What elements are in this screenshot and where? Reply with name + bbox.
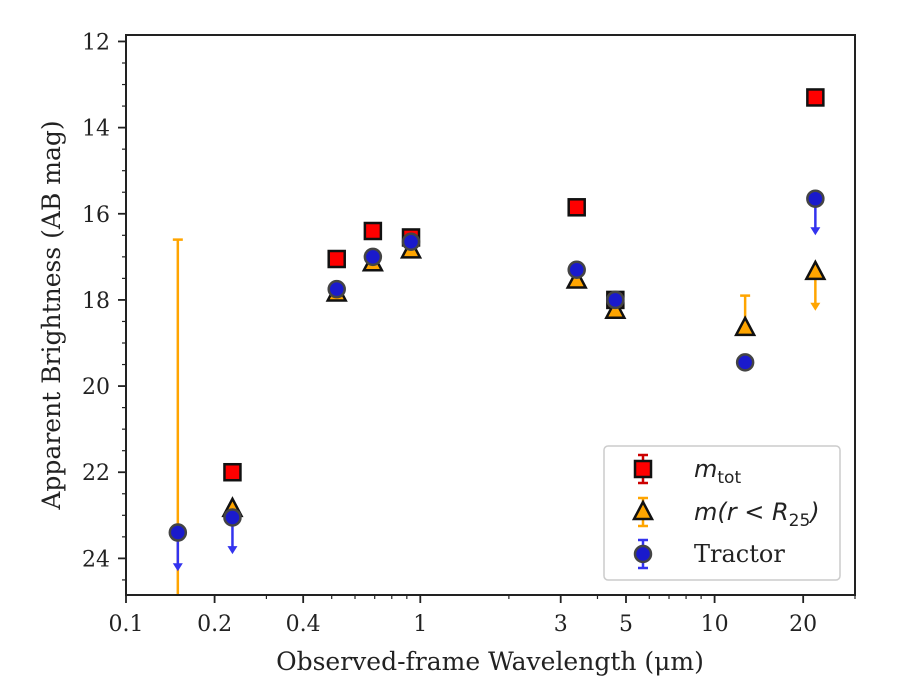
legend-square-marker: [633, 459, 653, 479]
y-tick-label: 14: [82, 117, 110, 142]
square-marker: [567, 198, 586, 217]
circle-marker: [363, 247, 383, 267]
x-tick-label: 10: [701, 612, 729, 637]
axis-ticks: 0.1 0.2 0.4 1 3 5 10 20 12 14 16 18 20 22 24: [82, 30, 856, 637]
legend-triangle-marker: [631, 499, 655, 521]
upper-limit-arrow: [172, 563, 183, 572]
x-axis-label: Observed-frame Wavelength (μm): [276, 647, 704, 676]
data-marks: [168, 88, 827, 595]
upper-limit-arrow: [227, 546, 238, 555]
circle-marker: [606, 290, 625, 310]
circle-marker: [735, 353, 755, 372]
circle-marker: [327, 279, 346, 299]
y-tick-label: 22: [82, 461, 110, 486]
x-tick-label: 5: [619, 612, 633, 637]
circle-marker: [567, 260, 586, 280]
y-tick-label: 18: [82, 289, 110, 314]
triangle-marker: [804, 259, 827, 281]
square-marker: [806, 88, 825, 107]
x-tick-label: 0.1: [109, 612, 144, 637]
upper-limit-arrow: [810, 302, 821, 311]
x-tick-label: 3: [554, 612, 568, 637]
x-tick-label: 20: [789, 612, 817, 637]
legend: mtot m(r < R25) Tractor: [603, 445, 841, 581]
upper-limit-arrow: [810, 227, 821, 236]
triangle-marker: [734, 315, 757, 337]
legend-label: Tractor: [694, 540, 785, 568]
x-tick-label: 1: [413, 612, 427, 637]
legend-circle-marker: [633, 544, 653, 564]
triangle-marker: [565, 267, 588, 289]
circle-marker: [401, 232, 421, 252]
square-marker: [223, 462, 242, 482]
circle-marker: [168, 523, 188, 542]
y-tick-label: 16: [82, 203, 110, 228]
legend-box: [603, 445, 841, 581]
triangle-marker: [604, 298, 627, 319]
y-axis-label: Apparent Brightness (AB mag): [37, 120, 66, 510]
y-tick-label: 24: [82, 547, 110, 572]
circle-marker: [806, 189, 825, 208]
x-tick-label: 0.2: [197, 612, 232, 637]
x-tick-label: 0.4: [286, 612, 321, 637]
square-marker: [327, 249, 346, 269]
square-marker: [363, 221, 383, 241]
y-tick-label: 12: [82, 30, 110, 55]
circle-marker: [223, 508, 242, 527]
legend-label: m(r < R25): [694, 498, 820, 531]
y-tick-label: 20: [82, 375, 110, 400]
legend-label: mtot: [694, 455, 741, 488]
plot-frame: [125, 34, 856, 596]
